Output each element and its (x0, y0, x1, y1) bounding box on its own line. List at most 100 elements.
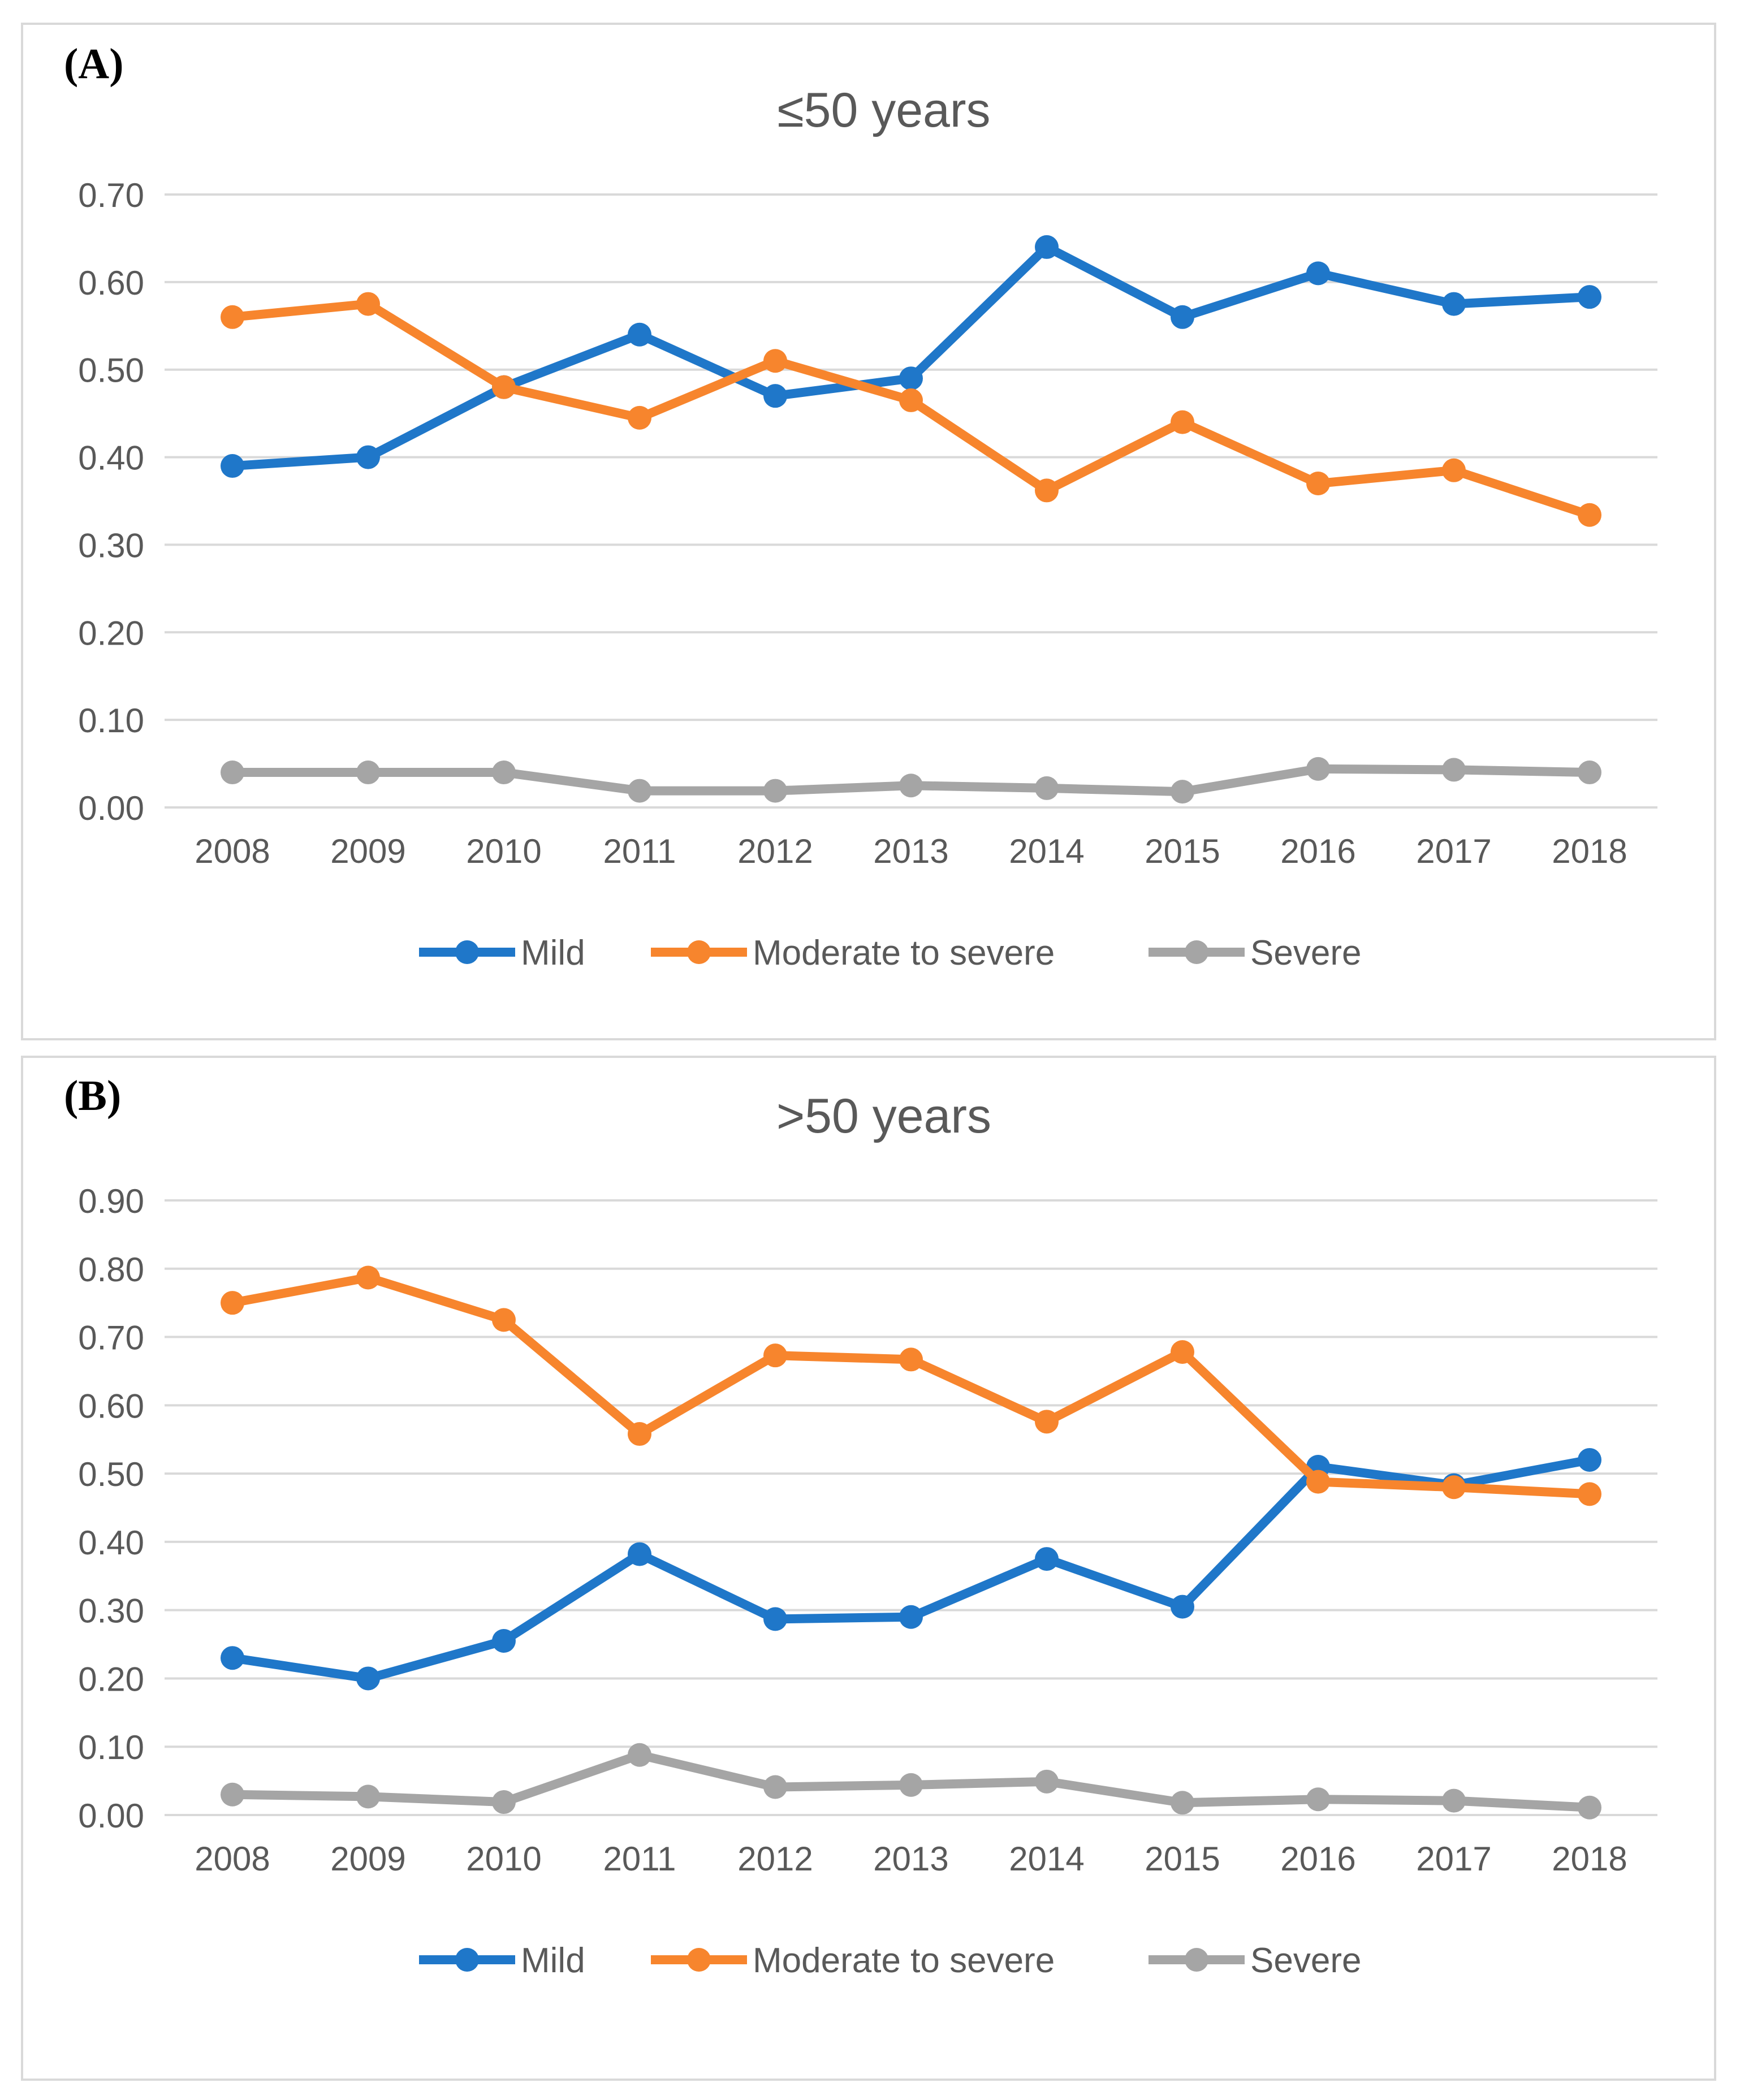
y-tick-label: 0.70 (78, 1319, 144, 1357)
y-tick-label: 0.00 (78, 789, 144, 827)
data-point (1306, 757, 1330, 781)
legend-entry: Mild (419, 934, 585, 973)
y-tick-label: 0.50 (78, 352, 144, 390)
data-point (221, 454, 244, 478)
x-tick-label: 2017 (1416, 832, 1491, 870)
y-tick-label: 0.20 (78, 614, 144, 652)
y-tick-label: 0.00 (78, 1797, 144, 1835)
series-line (232, 242, 1590, 471)
data-point (628, 405, 651, 430)
data-point (221, 1291, 244, 1315)
x-tick-label: 2014 (1009, 832, 1084, 870)
data-point (763, 1775, 787, 1799)
legend-entry: Moderate to severe (651, 934, 1055, 973)
data-point (763, 1343, 787, 1368)
chart-a: ≤50 years 0.00 0.10 0.20 0.30 0.40 0.50 0.60 0.7… (78, 83, 1657, 973)
x-tick-label: 2009 (330, 832, 405, 870)
legend-label: Severe (1250, 1941, 1361, 1980)
data-point (1171, 780, 1194, 804)
data-point (356, 445, 380, 469)
data-point (1306, 261, 1330, 286)
x-tick-label: 2017 (1416, 1840, 1491, 1878)
data-point (492, 375, 516, 399)
x-tick-label: 2016 (1280, 1840, 1355, 1878)
data-point (899, 1773, 923, 1797)
data-point (492, 1790, 516, 1814)
data-point (1442, 1475, 1466, 1500)
data-point (1171, 1595, 1194, 1619)
x-tick-label: 2013 (873, 1840, 948, 1878)
data-point (1035, 776, 1059, 800)
x-tick-label: 2018 (1552, 1840, 1627, 1878)
x-tick-label: 2009 (330, 1840, 405, 1878)
legend-label: Mild (521, 934, 585, 973)
y-tick-label: 0.60 (78, 264, 144, 302)
legend-entry: Moderate to severe (651, 1941, 1055, 1980)
data-point (1442, 1788, 1466, 1813)
chart-title: ≤50 years (777, 83, 990, 137)
data-point (221, 305, 244, 329)
data-point (1578, 503, 1601, 527)
data-point (356, 761, 380, 785)
data-point (492, 1629, 516, 1653)
data-point (1306, 472, 1330, 496)
series-moderate-to-severe (221, 292, 1601, 527)
x-tick-label: 2012 (737, 1840, 813, 1878)
data-point (1171, 1791, 1194, 1815)
x-tick-label: 2010 (466, 832, 541, 870)
x-tick-label: 2008 (195, 1840, 270, 1878)
data-point (492, 761, 516, 785)
data-point (356, 1265, 380, 1290)
legend-swatch-marker (455, 940, 479, 964)
data-point (628, 1743, 651, 1767)
series-line (231, 1455, 1591, 1683)
data-point (356, 292, 380, 316)
x-tick-label: 2018 (1552, 832, 1627, 870)
data-point (628, 1422, 651, 1446)
data-point (628, 322, 651, 347)
y-tick-label: 0.80 (78, 1251, 144, 1289)
legend-label: Moderate to severe (753, 934, 1055, 973)
x-tick-label: 2014 (1009, 1840, 1084, 1878)
legend-label: Severe (1250, 934, 1361, 973)
data-point (763, 1607, 787, 1631)
data-point (899, 388, 923, 412)
legend-swatch-marker (1185, 940, 1208, 964)
x-tick-label: 2008 (195, 832, 270, 870)
data-point (356, 1784, 380, 1809)
chart-panel-a: (A) ≤50 years 0.00 0.10 0.20 0.30 0.40 0.50 0.6… (21, 23, 1716, 1040)
panel-label-a: (A) (64, 40, 124, 88)
y-tick-label: 0.30 (78, 526, 144, 564)
x-tick-label: 2010 (466, 1840, 541, 1878)
y-tick-label: 0.50 (78, 1455, 144, 1493)
y-tick-label: 0.40 (78, 1524, 144, 1562)
legend-swatch-marker (1185, 1948, 1208, 1972)
series-mild (221, 235, 1601, 478)
series-line (231, 1273, 1590, 1499)
chart-b: >50 years 0.00 0.10 0.20 0.30 0.40 0.50 0.60 0.7… (78, 1089, 1657, 1980)
data-point (492, 1308, 516, 1332)
data-point (1442, 758, 1466, 782)
data-point (763, 349, 787, 373)
x-tick-label: 2013 (873, 832, 948, 870)
data-point (221, 761, 244, 785)
y-tick-label: 0.10 (78, 702, 144, 740)
data-point (628, 1542, 651, 1566)
data-point (763, 384, 787, 408)
x-tick-label: 2011 (603, 1840, 676, 1878)
legend-swatch-marker (455, 1948, 479, 1972)
data-point (899, 774, 923, 798)
chart-panel-b: (B) >50 years 0.00 0.10 0.20 0.30 0.40 0.50 0.6… (21, 1056, 1716, 2081)
data-point (628, 779, 651, 803)
data-point (1578, 1795, 1601, 1820)
x-tick-label: 2012 (737, 832, 813, 870)
data-point (1306, 1470, 1330, 1494)
data-point (1578, 1482, 1601, 1506)
chart-title: >50 years (776, 1089, 991, 1143)
y-tick-label: 0.60 (78, 1387, 144, 1425)
data-point (1442, 292, 1466, 316)
data-point (1306, 1787, 1330, 1812)
data-point (763, 779, 787, 803)
x-tick-label: 2011 (603, 832, 676, 870)
data-point (1035, 235, 1059, 259)
